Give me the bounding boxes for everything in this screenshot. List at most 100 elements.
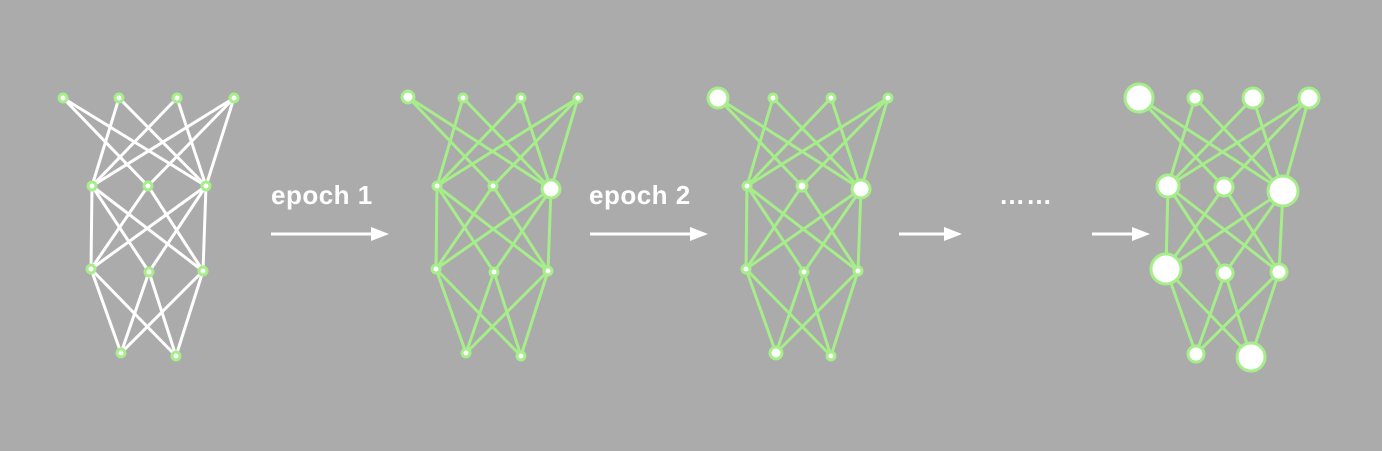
network-final bbox=[1123, 82, 1321, 373]
network-edge bbox=[800, 184, 860, 273]
network-edge bbox=[89, 184, 208, 271]
network-edge bbox=[1194, 270, 1281, 356]
neuron-node bbox=[542, 265, 554, 277]
network-edge bbox=[802, 270, 833, 358]
network-edge bbox=[745, 184, 806, 274]
neuron-node bbox=[1269, 262, 1289, 282]
neuron-node bbox=[768, 345, 784, 361]
network-edge bbox=[435, 184, 496, 274]
neuron-node bbox=[1297, 86, 1321, 110]
network-edge bbox=[774, 269, 860, 355]
neuron-node bbox=[1215, 263, 1235, 283]
neuron-node bbox=[457, 92, 469, 104]
network-edge bbox=[519, 269, 550, 358]
network-edge bbox=[1164, 189, 1285, 271]
neuron-node bbox=[825, 350, 837, 362]
neuron-node bbox=[171, 92, 183, 104]
neuron-node bbox=[197, 265, 209, 277]
neuron-node bbox=[142, 180, 154, 192]
network-edge bbox=[89, 184, 94, 271]
network-edge bbox=[1222, 185, 1281, 274]
network-edge bbox=[174, 269, 205, 358]
network-edge bbox=[435, 96, 465, 188]
neuron-node bbox=[572, 92, 584, 104]
network-edge bbox=[800, 96, 890, 188]
neuron-node bbox=[767, 92, 779, 104]
neuron-node bbox=[740, 263, 752, 275]
network-edge bbox=[744, 187, 863, 271]
neuron-node bbox=[115, 347, 127, 359]
neuron-node bbox=[1235, 341, 1267, 373]
network-edge bbox=[745, 96, 775, 188]
neuron-node bbox=[113, 92, 125, 104]
network-edge bbox=[491, 184, 550, 273]
network-edge bbox=[119, 269, 205, 355]
arrow-4-icon bbox=[1092, 227, 1150, 241]
neuron-node bbox=[488, 266, 500, 278]
network-edge bbox=[492, 270, 523, 358]
network-edge bbox=[61, 96, 208, 188]
network-edge bbox=[90, 184, 151, 274]
arrow-1-icon bbox=[271, 227, 389, 241]
network-edge bbox=[1223, 189, 1285, 275]
neuron-node bbox=[798, 266, 810, 278]
network-edge bbox=[201, 184, 208, 273]
network-edge bbox=[434, 184, 439, 271]
neuron-node bbox=[228, 92, 240, 104]
neuron-node bbox=[1186, 344, 1206, 364]
neuron-node bbox=[882, 92, 894, 104]
network-edge bbox=[464, 269, 550, 355]
neuron-node bbox=[430, 263, 442, 275]
neuron-node bbox=[86, 180, 98, 192]
neuron-node bbox=[170, 350, 182, 362]
neuron-node bbox=[487, 180, 499, 192]
neuron-node bbox=[1149, 252, 1183, 286]
neuron-node bbox=[1123, 82, 1155, 114]
neuron-node bbox=[400, 89, 416, 105]
network-edge bbox=[1222, 96, 1311, 189]
ellipsis-label: …… bbox=[999, 180, 1053, 210]
network-edge bbox=[146, 96, 236, 188]
neuron-node bbox=[431, 180, 443, 192]
network-edge bbox=[1164, 185, 1226, 271]
network-edge bbox=[119, 270, 151, 355]
network-initial bbox=[57, 92, 240, 362]
network-edge bbox=[491, 96, 580, 188]
network-edge bbox=[744, 184, 804, 271]
network-edge bbox=[435, 96, 580, 188]
network-edge bbox=[1193, 96, 1285, 193]
network-edge bbox=[1194, 271, 1227, 356]
neuron-node bbox=[200, 180, 212, 192]
network-edge bbox=[434, 184, 495, 271]
network-edge bbox=[90, 96, 236, 188]
network-edge bbox=[829, 269, 860, 358]
neuron-node bbox=[825, 92, 837, 104]
neuron-node bbox=[795, 179, 809, 193]
network-edge bbox=[406, 95, 553, 191]
network-edge bbox=[434, 267, 468, 355]
neuron-node bbox=[850, 178, 872, 200]
neuron-node bbox=[460, 347, 472, 359]
neuron-node bbox=[1186, 89, 1204, 107]
network-edge bbox=[802, 187, 863, 274]
network-edge bbox=[146, 184, 205, 273]
neuron-node bbox=[1213, 176, 1235, 198]
neuron-node bbox=[852, 265, 864, 277]
network-edge bbox=[716, 96, 863, 191]
neuron-node bbox=[706, 86, 730, 110]
neuron-node bbox=[1266, 174, 1300, 208]
arrow-2-icon bbox=[590, 227, 708, 241]
arrow-3-icon bbox=[899, 227, 962, 241]
network-edge bbox=[856, 187, 863, 273]
network-epoch-2 bbox=[706, 86, 894, 362]
network-edge bbox=[147, 270, 178, 358]
network-edge bbox=[1166, 184, 1227, 275]
neuron-node bbox=[515, 92, 527, 104]
network-edge bbox=[744, 267, 778, 355]
network-edge bbox=[147, 184, 208, 274]
neuron-node bbox=[540, 178, 562, 200]
neuron-node bbox=[741, 180, 753, 192]
network-edge bbox=[89, 267, 123, 355]
